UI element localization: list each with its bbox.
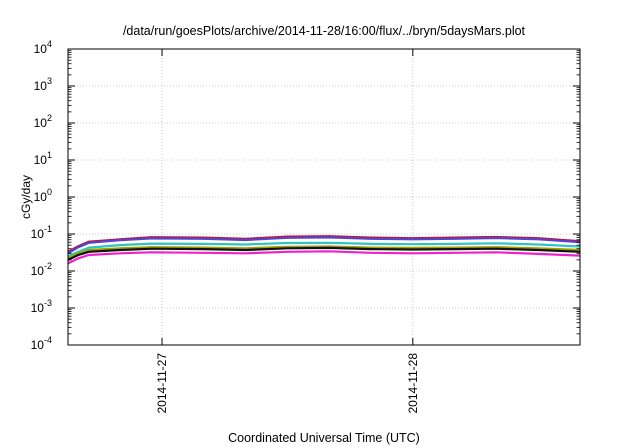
series-line-3: [67, 241, 581, 258]
x-axis-label: Coordinated Universal Time (UTC): [228, 431, 420, 445]
y-tick-label: 102: [34, 113, 52, 130]
y-tick-label: 100: [34, 187, 52, 204]
y-tick-label: 10-3: [31, 298, 52, 315]
y-axis: 104 103 102 101 100 10-1 10-2 10-3 10-4: [31, 39, 580, 352]
chart-title: /data/run/goesPlots/archive/2014-11-28/1…: [123, 24, 526, 38]
y-axis-label: cGy/day: [19, 175, 33, 219]
x-tick-label: 2014-11-28: [406, 353, 420, 414]
y-tick-label: 104: [34, 39, 52, 56]
y-tick-label: 10-2: [31, 261, 52, 278]
x-tick-label: 2014-11-27: [155, 353, 169, 414]
x-axis: 2014-11-27 2014-11-28: [155, 49, 420, 414]
y-tick-label: 10-4: [31, 335, 52, 352]
series-line-2: [67, 236, 581, 255]
y-tick-label: 103: [34, 76, 52, 93]
series-lines: [67, 235, 581, 265]
y-tick-label: 10-1: [31, 224, 52, 241]
y-tick-label: 101: [34, 150, 52, 167]
series-line-5: [67, 246, 581, 261]
series-line-6: [67, 250, 581, 265]
grid: [68, 49, 580, 345]
series-line-4: [67, 245, 581, 260]
